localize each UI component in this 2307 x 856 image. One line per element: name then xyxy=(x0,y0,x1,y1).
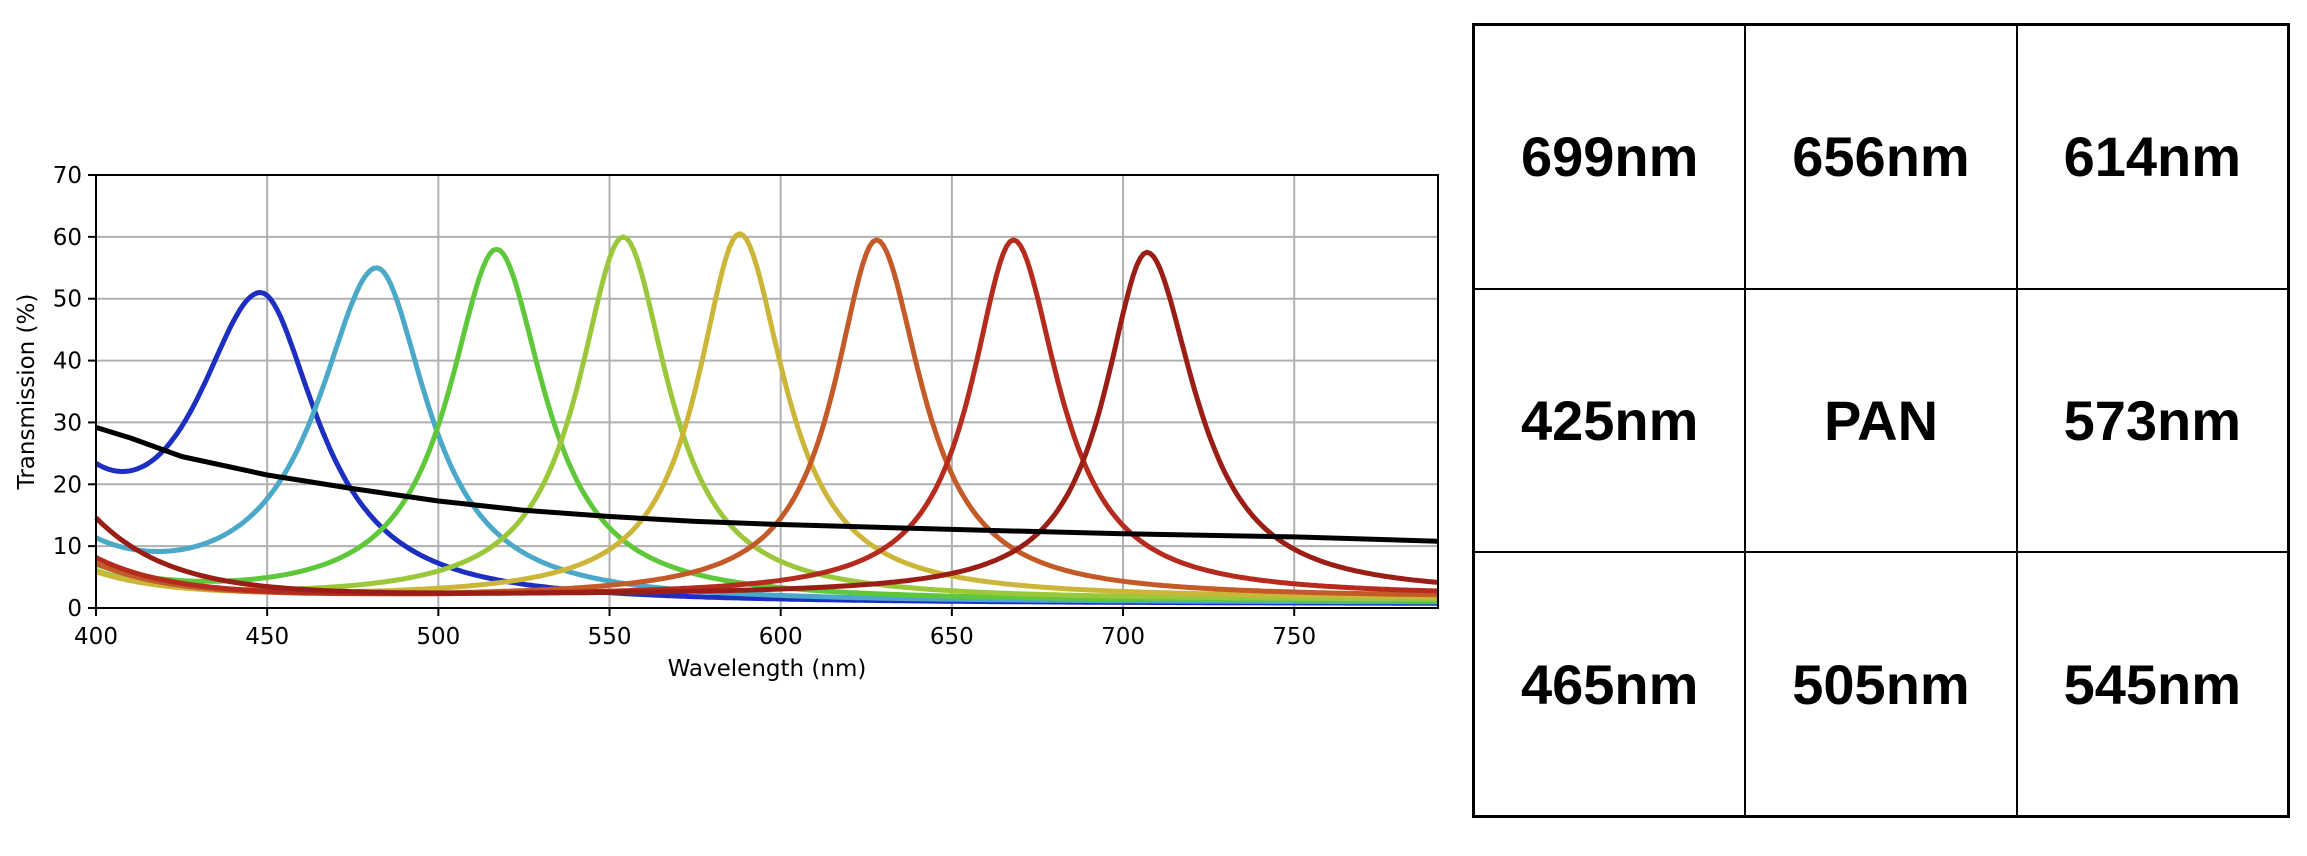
series-line-4 xyxy=(95,234,1438,602)
y-tick-label: 10 xyxy=(53,534,82,560)
filter-cell-505nm: 505nm xyxy=(1745,552,2017,816)
y-tick-label: 70 xyxy=(53,163,82,189)
x-tick-label: 400 xyxy=(74,624,118,650)
filter-cell-573nm: 573nm xyxy=(2016,288,2288,553)
series-line-5 xyxy=(95,231,1438,599)
x-axis-ticks: 400 450 500 550 600 650 700 750 xyxy=(74,608,1316,650)
x-tick-label: 650 xyxy=(930,624,974,650)
series-line-6 xyxy=(94,237,1438,598)
series-lines xyxy=(94,231,1439,606)
y-axis-label: Transmission (%) xyxy=(14,294,40,491)
filter-cell-614nm: 614nm xyxy=(2016,25,2288,289)
x-tick-label: 550 xyxy=(588,624,632,650)
x-axis-label: Wavelength (nm) xyxy=(668,656,867,682)
series-line-9 xyxy=(95,425,1439,544)
y-tick-label: 0 xyxy=(67,596,82,622)
filter-grid: 699nm 656nm 614nm 425nm PAN 573nm 465nm … xyxy=(1472,23,2290,818)
filter-cell-656nm: 656nm xyxy=(1745,25,2017,289)
filter-cell-545nm: 545nm xyxy=(2016,552,2288,816)
y-tick-label: 20 xyxy=(53,472,82,498)
y-tick-label: 40 xyxy=(53,349,82,375)
filter-cell-425nm: 425nm xyxy=(1474,288,1746,553)
series-line-8 xyxy=(94,249,1439,596)
y-tick-label: 60 xyxy=(53,225,82,251)
plot-frame xyxy=(95,174,1439,609)
filter-cell-465nm: 465nm xyxy=(1474,552,1746,816)
grid-lines xyxy=(95,174,1438,609)
filter-cell-699nm: 699nm xyxy=(1474,25,1746,289)
x-tick-label: 700 xyxy=(1101,624,1145,650)
filter-cell-pan: PAN xyxy=(1745,288,2017,553)
y-axis-ticks: 0 10 20 30 40 50 60 70 xyxy=(53,163,96,622)
y-tick-label: 30 xyxy=(53,410,82,436)
x-tick-label: 500 xyxy=(416,624,460,650)
x-tick-label: 600 xyxy=(759,624,803,650)
transmission-chart: 400 450 500 550 600 650 700 750 0 10 20 30 40 50 60 70… xyxy=(14,163,1439,682)
x-tick-label: 450 xyxy=(245,624,289,650)
y-tick-label: 50 xyxy=(53,287,82,313)
series-line-7 xyxy=(94,237,1439,597)
x-tick-label: 750 xyxy=(1272,624,1316,650)
